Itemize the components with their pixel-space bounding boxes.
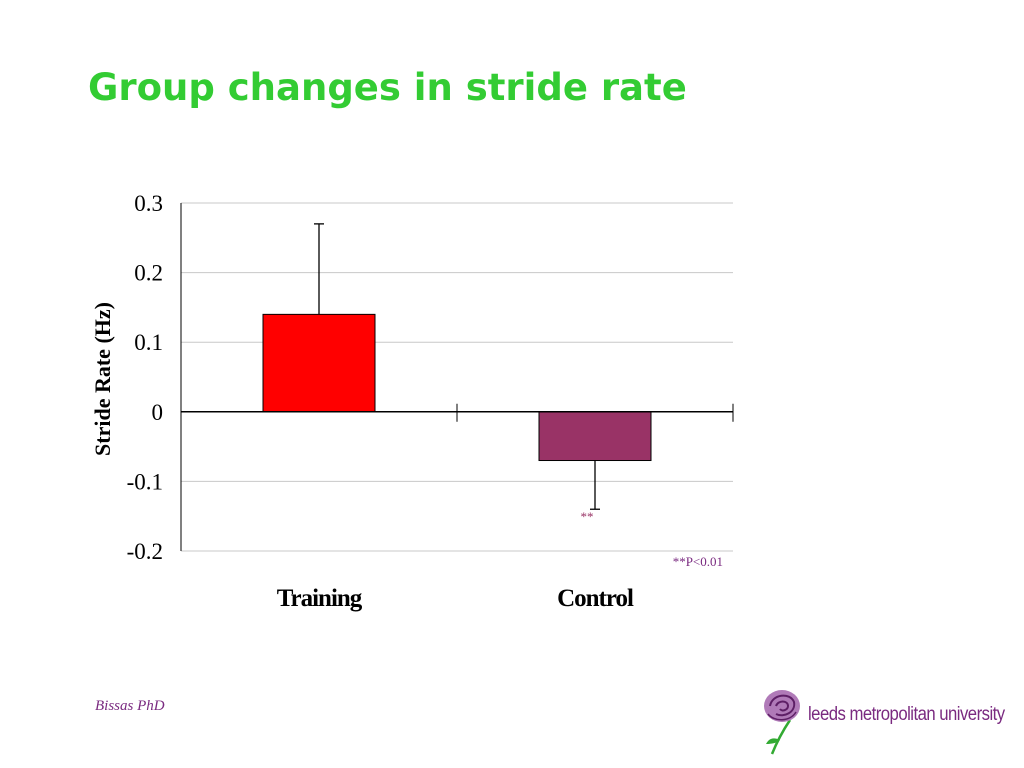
bar-training <box>262 313 376 413</box>
rose-icon <box>764 690 800 755</box>
x-category-label: Control <box>557 585 634 612</box>
y-tick-label: -0.2 <box>127 539 163 564</box>
significance-footnote: **P<0.01 <box>673 554 723 569</box>
significance-marker: ** <box>581 509 594 524</box>
y-axis-label: Stride Rate (Hz) <box>90 302 115 456</box>
y-tick-labels: 0.3 0.2 0.1 0 -0.1 -0.2 <box>127 191 163 564</box>
x-category-labels: Training Control <box>277 585 635 612</box>
y-tick-label: 0.1 <box>134 330 163 355</box>
axes <box>180 203 734 551</box>
university-name: leeds metropolitan university <box>808 704 1005 725</box>
footer-author: Bissas PhD <box>95 698 165 714</box>
y-tick-label: 0.3 <box>134 191 163 216</box>
university-logo: leeds metropolitan university <box>760 684 1015 756</box>
y-tick-label: 0 <box>152 400 164 425</box>
x-category-label: Training <box>277 585 363 612</box>
bar-control <box>538 411 652 462</box>
y-tick-label: -0.1 <box>127 469 163 494</box>
y-tick-label: 0.2 <box>134 261 163 286</box>
slide-title: Group changes in stride rate <box>88 66 687 109</box>
bars: ** <box>262 223 652 524</box>
